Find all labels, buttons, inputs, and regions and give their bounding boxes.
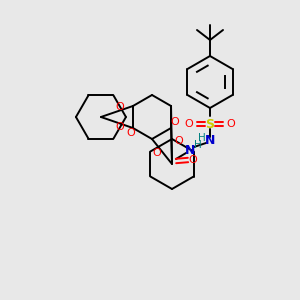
Text: O: O [226,119,236,129]
Text: O: O [116,103,124,112]
Text: O: O [153,148,161,158]
Text: O: O [127,128,135,138]
Text: O: O [171,117,179,127]
Text: H: H [198,133,206,143]
Text: H: H [194,140,202,150]
Text: N: N [185,143,195,157]
Text: S: S [206,118,214,130]
Text: O: O [116,122,124,131]
Text: N: N [205,134,215,146]
Text: O: O [189,155,197,165]
Text: O: O [184,119,194,129]
Text: O: O [174,136,183,146]
